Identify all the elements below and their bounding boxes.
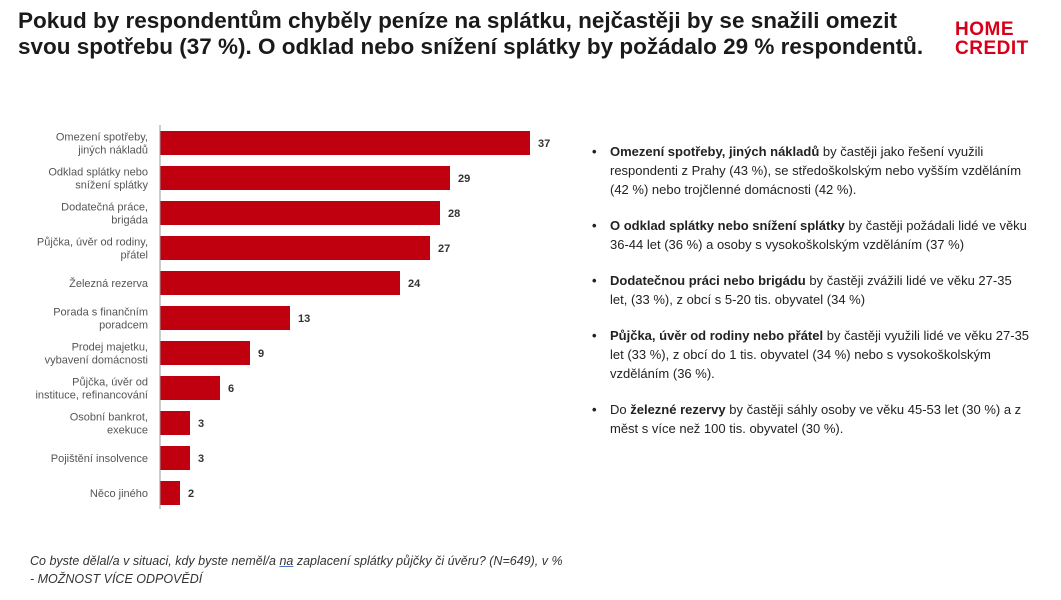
finding-item: O odklad splátky nebo snížení splátky by… bbox=[592, 216, 1032, 254]
tick-label-line: Omezení spotřeby, bbox=[56, 132, 148, 144]
finding-highlight: Dodatečnou práci nebo brigádu bbox=[610, 273, 806, 288]
tick-label: Prodej majetku, vybavení domácnosti bbox=[45, 342, 148, 367]
bar bbox=[160, 271, 400, 295]
finding-text: by častěji sáhly osoby ve věku 45-53 let… bbox=[610, 402, 1022, 436]
footnote-part-1: Co byste dělal/a v situaci, kdy byste ne… bbox=[30, 554, 280, 568]
finding-text: by častěji jako řešení využili responden… bbox=[610, 144, 1022, 197]
tick-label: Pojištění insolvence bbox=[51, 453, 148, 465]
data-label: 37 bbox=[538, 138, 550, 150]
tick-label: Půjčka, úvěr od rodiny, přátel bbox=[37, 237, 148, 262]
home-credit-logo: HOME CREDIT bbox=[955, 20, 1050, 58]
data-label: 13 bbox=[298, 313, 310, 325]
data-label: 28 bbox=[448, 208, 460, 220]
bar bbox=[160, 166, 450, 190]
tick-label-line: Železná rezerva bbox=[69, 277, 149, 290]
tick-label: Odklad splátky nebo snížení splátky bbox=[48, 167, 148, 192]
data-label: 24 bbox=[408, 278, 421, 290]
data-label: 6 bbox=[228, 383, 234, 395]
bar bbox=[160, 306, 290, 330]
tick-label-line: vybavení domácnosti bbox=[45, 355, 148, 367]
tick-label: Omezení spotřeby, jiných nákladů bbox=[56, 132, 148, 157]
tick-label-line: Osobní bankrot, bbox=[70, 412, 148, 424]
tick-label-line: poradcem bbox=[99, 320, 148, 332]
tick-label: Dodatečná práce, brigáda bbox=[61, 202, 149, 227]
tick-label-line: Porada s finančním bbox=[53, 307, 148, 319]
tick-label-line: Dodatečná práce, bbox=[61, 202, 148, 214]
tick-label-line: instituce, refinancování bbox=[35, 390, 148, 402]
finding-highlight: Půjčka, úvěr od rodiny nebo přátel bbox=[610, 328, 824, 343]
findings-list: Omezení spotřeby, jiných nákladů by čast… bbox=[592, 142, 1032, 455]
tick-label-line: Pojištění insolvence bbox=[51, 453, 148, 465]
data-label: 27 bbox=[438, 243, 450, 255]
finding-highlight: O odklad splátky nebo snížení splátky bbox=[610, 218, 845, 233]
finding-highlight: Omezení spotřeby, jiných nákladů bbox=[610, 144, 820, 159]
data-label: 9 bbox=[258, 348, 264, 360]
tick-label: Porada s finančním poradcem bbox=[53, 307, 148, 332]
tick-label-line: Prodej majetku, bbox=[72, 342, 148, 354]
finding-item: Půjčka, úvěr od rodiny nebo přátel by ča… bbox=[592, 326, 1032, 383]
logo-line-1: HOME bbox=[955, 19, 1014, 40]
finding-text: by častěji požádali lidé ve věku 36-44 l… bbox=[610, 218, 1027, 252]
bar bbox=[160, 446, 190, 470]
question-footnote: Co byste dělal/a v situaci, kdy byste ne… bbox=[30, 552, 570, 588]
tick-label-line: Půjčka, úvěr od rodiny, bbox=[37, 237, 148, 249]
tick-label-line: Odklad splátky nebo bbox=[48, 167, 148, 179]
finding-text: by častěji zvážili lidé ve věku 27-35 le… bbox=[610, 273, 1012, 307]
tick-label-line: jiných nákladů bbox=[77, 145, 148, 157]
tick-label: Půjčka, úvěr od instituce, refinancování bbox=[35, 377, 148, 402]
finding-highlight: železné rezervy bbox=[630, 402, 726, 417]
finding-item: Do železné rezervy by častěji sáhly osob… bbox=[592, 400, 1032, 438]
tick-label-line: Půjčka, úvěr od bbox=[72, 377, 148, 389]
bar bbox=[160, 341, 250, 365]
bar bbox=[160, 236, 430, 260]
data-label: 29 bbox=[458, 173, 470, 185]
data-label: 2 bbox=[188, 488, 194, 500]
bar bbox=[160, 481, 180, 505]
bar bbox=[160, 131, 530, 155]
bar bbox=[160, 201, 440, 225]
logo-line-2: CREDIT bbox=[955, 38, 1029, 59]
finding-prefix: Do bbox=[610, 402, 631, 417]
tick-label-line: Něco jiného bbox=[90, 488, 148, 500]
tick-label-line: exekuce bbox=[107, 425, 148, 437]
finding-item: Omezení spotřeby, jiných nákladů by čast… bbox=[592, 142, 1032, 199]
bar bbox=[160, 411, 190, 435]
page-title: Pokud by respondentům chyběly peníze na … bbox=[18, 8, 924, 59]
tick-label: Železná rezerva bbox=[69, 277, 149, 290]
tick-label: Něco jiného bbox=[90, 488, 148, 500]
bar bbox=[160, 376, 220, 400]
finding-item: Dodatečnou práci nebo brigádu by častěji… bbox=[592, 271, 1032, 309]
data-label: 3 bbox=[198, 418, 204, 430]
data-label: 3 bbox=[198, 453, 204, 465]
finding-text: by častěji využili lidé ve věku 27-35 le… bbox=[610, 328, 1030, 381]
footnote-part-2: zaplacení splátky půjčky či úvěru? (N=64… bbox=[30, 554, 563, 586]
footnote-underlined: na bbox=[279, 554, 294, 568]
tick-label-line: přátel bbox=[120, 250, 148, 262]
tick-label-line: snížení splátky bbox=[75, 180, 148, 192]
tick-label-line: brigáda bbox=[111, 215, 149, 227]
tick-label: Osobní bankrot, exekuce bbox=[70, 412, 148, 437]
